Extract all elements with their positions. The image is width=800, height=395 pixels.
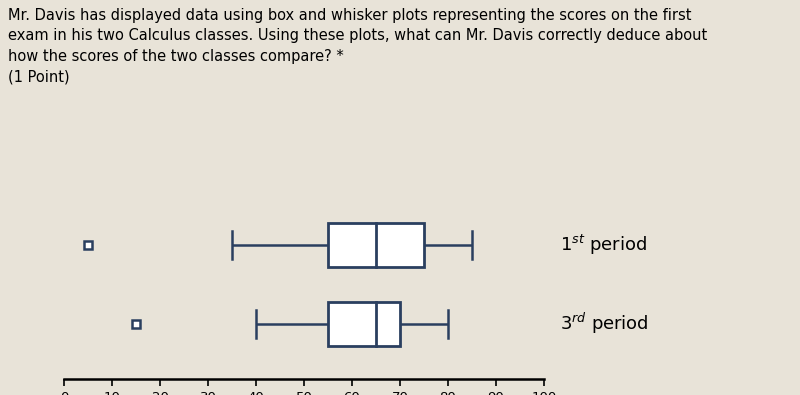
- Bar: [328, 223, 424, 267]
- Text: 3$^{rd}$ period: 3$^{rd}$ period: [560, 311, 649, 337]
- Text: 1$^{st}$ period: 1$^{st}$ period: [560, 233, 647, 257]
- Bar: [328, 302, 400, 346]
- Text: Mr. Davis has displayed data using box and whisker plots representing the scores: Mr. Davis has displayed data using box a…: [8, 8, 707, 84]
